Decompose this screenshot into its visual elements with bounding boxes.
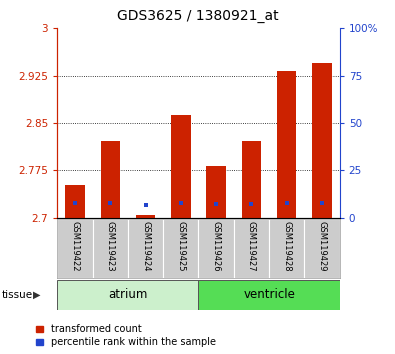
Text: GDS3625 / 1380921_at: GDS3625 / 1380921_at (117, 9, 278, 23)
Legend: transformed count, percentile rank within the sample: transformed count, percentile rank withi… (36, 325, 216, 347)
Bar (100, 141, 120, 218)
Text: ventricle: ventricle (243, 288, 295, 301)
Bar (242, 141, 261, 218)
Bar (57, 280, 199, 310)
Bar (65, 185, 85, 218)
Bar (199, 219, 234, 278)
Bar (234, 219, 269, 278)
Bar (128, 219, 163, 278)
Text: atrium: atrium (108, 288, 148, 301)
Text: GSM119422: GSM119422 (70, 221, 79, 272)
Bar (207, 166, 226, 218)
Bar (57, 219, 92, 278)
Bar (92, 219, 128, 278)
Text: GSM119427: GSM119427 (247, 221, 256, 272)
Text: GSM119424: GSM119424 (141, 221, 150, 272)
Bar (277, 71, 297, 218)
Bar (199, 280, 340, 310)
Text: ▶: ▶ (33, 290, 40, 299)
Text: GSM119428: GSM119428 (282, 221, 291, 272)
Text: GSM119423: GSM119423 (106, 221, 115, 272)
Text: GSM119425: GSM119425 (176, 221, 185, 272)
Bar (136, 215, 155, 218)
Bar (269, 219, 305, 278)
Bar (312, 63, 332, 218)
Text: GSM119429: GSM119429 (318, 221, 327, 272)
Bar (163, 219, 198, 278)
Bar (305, 219, 340, 278)
Text: tissue: tissue (2, 290, 33, 299)
Bar (171, 115, 190, 218)
Text: GSM119426: GSM119426 (212, 221, 221, 272)
